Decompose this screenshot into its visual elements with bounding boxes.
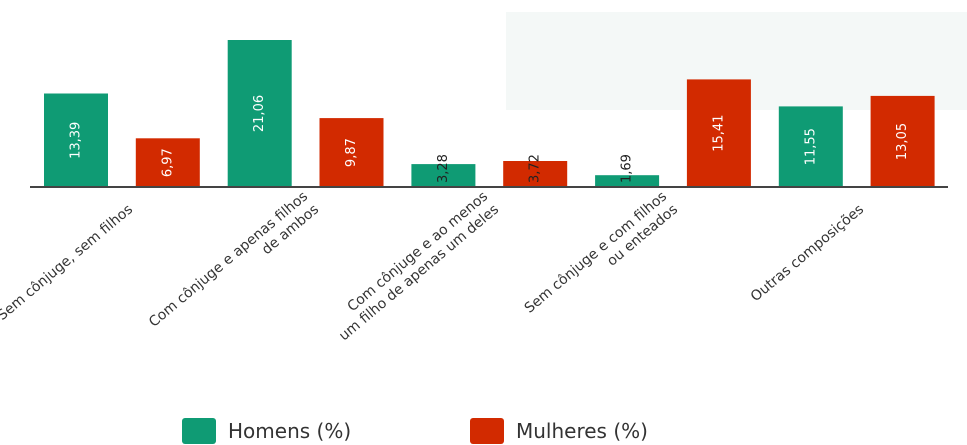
x-axis-labels: Sem cônjuge, sem filhos Com cônjuge e ape… [0,188,867,344]
legend-label-homens: Homens (%) [228,418,352,443]
bar-value-label-mulheres-1: 6,97 [160,148,175,177]
bar-mulheres-1[interactable] [135,138,200,187]
legend: Homens (%) Mulheres (%) [0,416,967,445]
bar-homens-5[interactable] [778,106,843,187]
bar-value-label-homens-2: 21,06 [252,95,267,132]
x-axis-label-3: Com cônjuge e ao menosum filho de apenas… [325,188,502,344]
bar-mulheres-5[interactable] [870,95,935,187]
legend-item-homens[interactable]: Homens (%) [182,416,351,445]
bar-mulheres-2[interactable] [319,118,384,187]
bar-value-label-mulheres-4: 15,41 [711,115,726,152]
bar-value-label-homens-5: 11,55 [803,128,818,165]
x-axis-label-2: Com cônjuge e apenas filhosde ambos [146,188,322,343]
legend-label-mulheres: Mulheres (%) [516,418,648,443]
bar-value-label-mulheres-2: 9,87 [344,138,359,167]
bar-value-label-homens-1: 13,39 [69,122,84,159]
bar-homens-2[interactable] [227,40,292,187]
bar-mulheres-3[interactable] [503,161,568,187]
bar-value-label-homens-3: 3,28 [436,154,451,183]
legend-swatch-mulheres [470,417,504,444]
bar-value-label-mulheres-5: 13,05 [895,123,910,160]
x-axis-label-5: Outras composições [748,201,867,305]
legend-swatch-homens [182,417,216,444]
bars-group: 13,39 21,06 3,28 1,69 11,55 6,97 9,87 3,72 15,41… [44,40,935,187]
bar-value-label-mulheres-3: 3,72 [528,154,543,183]
legend-item-mulheres[interactable]: Mulheres (%) [470,416,648,445]
bar-homens-1[interactable] [44,93,108,188]
bar-homens-4[interactable] [595,175,660,187]
x-axis-label-1: Sem cônjuge, sem filhos [0,201,136,323]
x-axis-label-4: Sem cônjuge e com filhosou enteados [522,188,681,329]
bar-mulheres-4[interactable] [686,79,751,187]
bar-value-label-homens-4: 1,69 [620,154,635,183]
bar-homens-3[interactable] [411,164,476,187]
